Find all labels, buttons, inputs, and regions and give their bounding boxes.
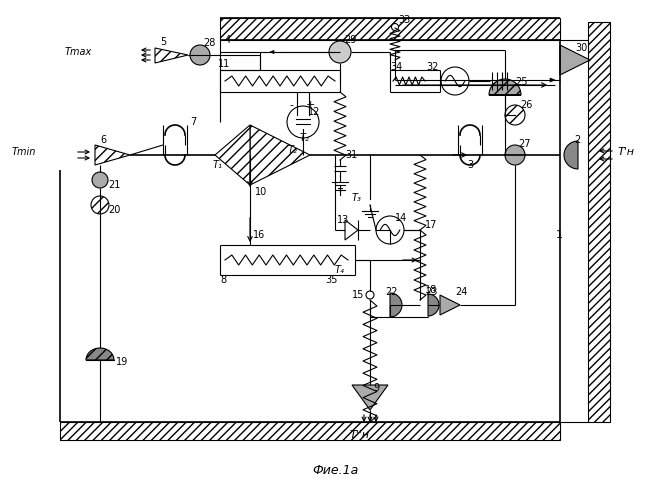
Text: 22: 22 (385, 287, 397, 297)
Circle shape (391, 24, 399, 30)
Polygon shape (155, 48, 188, 63)
Text: 2: 2 (574, 135, 581, 145)
Text: 31: 31 (345, 150, 357, 160)
Polygon shape (390, 293, 402, 317)
Text: 21: 21 (108, 180, 120, 190)
Text: 7: 7 (190, 117, 196, 127)
Circle shape (91, 196, 109, 214)
Polygon shape (489, 79, 521, 95)
Polygon shape (250, 125, 310, 185)
Circle shape (190, 45, 210, 65)
Bar (60, 422, 560, 440)
Text: 3: 3 (467, 160, 473, 170)
Text: T₃: T₃ (352, 193, 362, 203)
Text: Tmin: Tmin (12, 147, 36, 157)
Text: Фие.1а: Фие.1а (312, 464, 358, 476)
Circle shape (505, 145, 525, 165)
Text: 24: 24 (455, 287, 467, 297)
Text: 1: 1 (556, 230, 563, 240)
Text: 26: 26 (520, 100, 532, 110)
Text: 4: 4 (225, 35, 231, 45)
Text: +: + (306, 100, 315, 110)
Text: 5: 5 (160, 37, 166, 47)
Text: -: - (289, 100, 293, 110)
Text: 16: 16 (253, 230, 265, 240)
Text: T₂: T₂ (288, 145, 298, 155)
Circle shape (376, 216, 404, 244)
Text: 32: 32 (426, 62, 438, 72)
Text: 11: 11 (218, 59, 230, 69)
Text: 19: 19 (116, 357, 128, 367)
Text: 10: 10 (255, 187, 267, 197)
Text: 18: 18 (425, 285, 437, 295)
Text: 35: 35 (325, 275, 338, 285)
Text: 34: 34 (390, 62, 402, 72)
Text: 14: 14 (395, 213, 407, 223)
Polygon shape (560, 45, 590, 75)
Polygon shape (86, 348, 114, 360)
Text: 9: 9 (373, 383, 379, 393)
Polygon shape (352, 385, 388, 410)
Text: T₂: T₂ (300, 133, 310, 143)
Text: 17: 17 (425, 220, 438, 230)
Circle shape (441, 67, 469, 95)
Text: 15: 15 (352, 290, 364, 300)
Text: 8: 8 (220, 275, 226, 285)
Text: 13: 13 (337, 215, 350, 225)
Text: T'н: T'н (618, 147, 635, 157)
Text: T₁: T₁ (213, 160, 223, 170)
Text: 12: 12 (308, 107, 320, 117)
Polygon shape (345, 220, 358, 240)
Circle shape (287, 106, 319, 138)
Polygon shape (270, 50, 274, 53)
Text: Tmax: Tmax (65, 47, 92, 57)
Bar (220, 18, 560, 40)
Polygon shape (95, 145, 130, 165)
Text: 25: 25 (515, 77, 528, 87)
Text: 20: 20 (108, 205, 120, 215)
Circle shape (505, 105, 525, 125)
Text: 33: 33 (398, 15, 410, 25)
Polygon shape (550, 78, 555, 82)
Circle shape (329, 41, 351, 63)
Text: T₄: T₄ (335, 265, 345, 275)
Bar (588, 22, 610, 422)
Text: 23: 23 (425, 287, 438, 297)
Polygon shape (428, 294, 439, 316)
Text: 27: 27 (518, 139, 530, 149)
Circle shape (366, 291, 374, 299)
Circle shape (92, 172, 108, 188)
Polygon shape (564, 141, 578, 169)
Text: T''н: T''н (350, 430, 370, 440)
Text: 30: 30 (575, 43, 587, 53)
Polygon shape (215, 125, 250, 185)
Text: 6: 6 (100, 135, 106, 145)
Text: 28: 28 (203, 38, 215, 48)
Text: 29: 29 (344, 35, 356, 45)
Polygon shape (440, 295, 460, 315)
